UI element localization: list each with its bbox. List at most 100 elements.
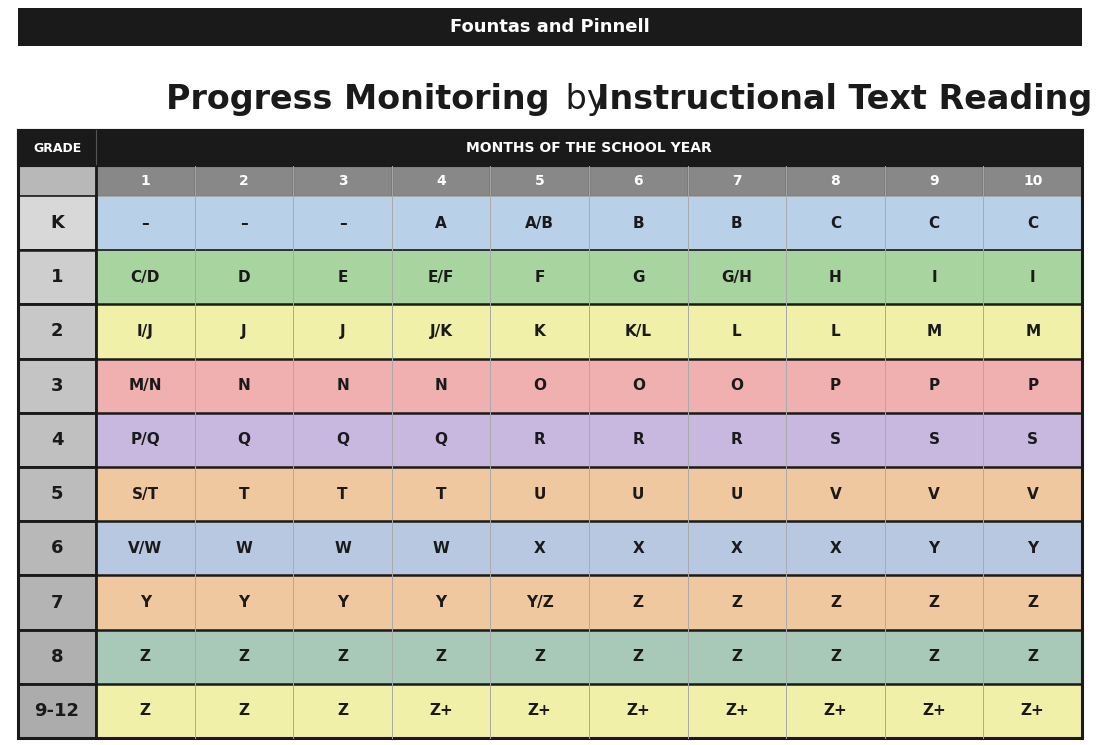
Bar <box>18 166 96 196</box>
Text: H: H <box>829 270 842 285</box>
Text: I: I <box>932 270 937 285</box>
Bar <box>294 250 392 305</box>
Text: –: – <box>240 215 248 231</box>
Text: 6: 6 <box>51 539 64 557</box>
Text: X: X <box>534 541 546 556</box>
Bar <box>983 684 1082 738</box>
Text: U: U <box>632 486 645 501</box>
Bar <box>786 166 884 196</box>
Text: Y: Y <box>1027 541 1038 556</box>
Text: 2: 2 <box>239 174 249 188</box>
Bar <box>688 467 786 522</box>
Bar <box>294 358 392 413</box>
Text: O: O <box>534 378 547 393</box>
Text: S: S <box>928 432 939 448</box>
Bar <box>588 250 688 305</box>
Text: Z+: Z+ <box>626 703 650 718</box>
Bar <box>588 467 688 522</box>
Bar <box>688 166 786 196</box>
Bar <box>96 684 195 738</box>
Text: N: N <box>238 378 251 393</box>
Text: Z: Z <box>1027 649 1038 665</box>
Text: by: by <box>556 83 617 116</box>
Bar <box>18 130 1082 166</box>
Bar <box>18 467 96 522</box>
Bar <box>96 166 195 196</box>
Bar <box>786 358 884 413</box>
Bar <box>195 250 294 305</box>
Text: Y: Y <box>239 595 250 610</box>
Bar <box>786 305 884 358</box>
Bar <box>983 196 1082 250</box>
Text: A/B: A/B <box>525 215 554 231</box>
Text: Z: Z <box>436 649 447 665</box>
Bar <box>588 630 688 684</box>
Bar <box>294 196 392 250</box>
Bar <box>195 413 294 467</box>
Text: Instructional Text Reading Level: Instructional Text Reading Level <box>597 83 1100 116</box>
Text: V: V <box>829 486 842 501</box>
Text: Z: Z <box>732 595 742 610</box>
Text: S/T: S/T <box>132 486 158 501</box>
Bar <box>983 305 1082 358</box>
Text: T: T <box>239 486 249 501</box>
Text: T: T <box>338 486 348 501</box>
Bar <box>983 522 1082 575</box>
Text: 1: 1 <box>141 174 151 188</box>
Text: O: O <box>730 378 744 393</box>
Text: 3: 3 <box>51 377 64 395</box>
Text: L: L <box>830 324 840 339</box>
Bar <box>96 250 195 305</box>
Bar <box>688 305 786 358</box>
Text: P/Q: P/Q <box>131 432 161 448</box>
Text: W: W <box>334 541 351 556</box>
Text: B: B <box>732 215 742 231</box>
Text: P: P <box>829 378 842 393</box>
Text: E/F: E/F <box>428 270 454 285</box>
Bar <box>884 575 983 630</box>
Text: P: P <box>1027 378 1038 393</box>
Bar <box>392 575 491 630</box>
Bar <box>195 630 294 684</box>
Bar <box>491 305 588 358</box>
Text: 3: 3 <box>338 174 348 188</box>
Bar <box>392 522 491 575</box>
Bar <box>688 358 786 413</box>
Bar <box>983 575 1082 630</box>
Bar <box>96 305 195 358</box>
Bar <box>18 630 96 684</box>
Bar <box>18 196 96 250</box>
Text: T: T <box>436 486 447 501</box>
Text: Z: Z <box>732 649 742 665</box>
Bar <box>195 358 294 413</box>
Text: 7: 7 <box>733 174 741 188</box>
Bar <box>96 196 195 250</box>
Text: K: K <box>534 324 546 339</box>
Bar <box>195 196 294 250</box>
Text: C: C <box>829 215 842 231</box>
Text: L: L <box>733 324 741 339</box>
Bar <box>294 305 392 358</box>
Bar <box>18 130 1082 738</box>
Text: 1: 1 <box>51 268 64 286</box>
Text: I: I <box>1030 270 1035 285</box>
Bar <box>294 575 392 630</box>
Text: C: C <box>928 215 939 231</box>
Bar <box>884 196 983 250</box>
Text: Z+: Z+ <box>429 703 453 718</box>
Bar <box>786 684 884 738</box>
Bar <box>688 575 786 630</box>
Bar <box>688 630 786 684</box>
Text: Z: Z <box>1027 595 1038 610</box>
Text: Z: Z <box>140 703 151 718</box>
Bar <box>392 684 491 738</box>
Text: U: U <box>534 486 546 501</box>
Bar <box>884 305 983 358</box>
Text: Y: Y <box>436 595 447 610</box>
Text: Z: Z <box>928 649 939 665</box>
Text: Z+: Z+ <box>725 703 749 718</box>
Text: N: N <box>337 378 349 393</box>
Bar <box>786 196 884 250</box>
Bar <box>588 166 688 196</box>
Bar <box>884 467 983 522</box>
